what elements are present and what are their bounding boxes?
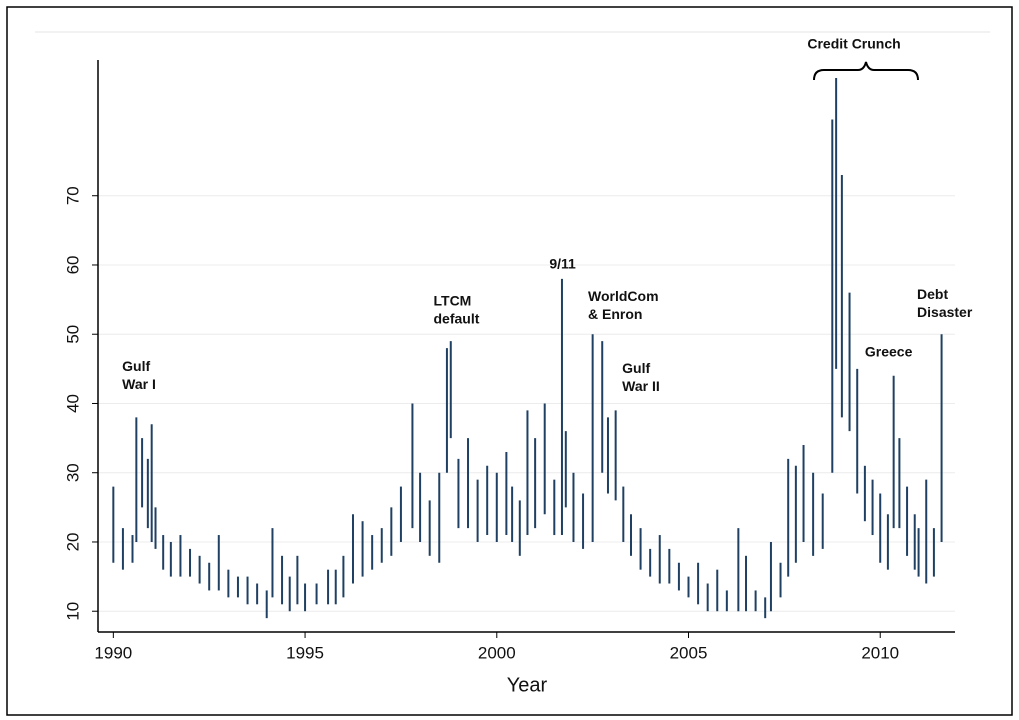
y-tick-label: 30 — [63, 463, 82, 482]
frame — [6, 6, 1013, 716]
x-tick-label: 2000 — [478, 643, 516, 662]
annotation: WorldCom — [588, 288, 659, 304]
annotation: Credit Crunch — [807, 35, 900, 51]
x-tick-label: 2005 — [670, 643, 708, 662]
y-tick-label: 20 — [63, 533, 82, 552]
y-tick-label: 60 — [63, 256, 82, 275]
y-tick-label: 10 — [63, 602, 82, 621]
credit-crunch-brace — [813, 61, 919, 81]
annotation: 9/11 — [549, 256, 576, 272]
annotation: & Enron — [588, 306, 642, 322]
x-tick-label: 1990 — [94, 643, 132, 662]
annotation: Debt — [917, 286, 948, 302]
y-tick-label: 70 — [63, 186, 82, 205]
annotation: War II — [622, 378, 660, 394]
annotation: War I — [122, 376, 156, 392]
y-tick-label: 50 — [63, 325, 82, 344]
annotation: Gulf — [622, 360, 650, 376]
annotation: LTCM — [434, 292, 472, 308]
annotation: default — [434, 310, 480, 326]
annotation: Greece — [865, 344, 913, 360]
annotation: Gulf — [122, 358, 150, 374]
x-tick-label: 2010 — [861, 643, 899, 662]
x-tick-label: 1995 — [286, 643, 324, 662]
x-axis-label: Year — [507, 674, 548, 696]
annotation: Disaster — [917, 304, 973, 320]
y-tick-label: 40 — [63, 394, 82, 413]
